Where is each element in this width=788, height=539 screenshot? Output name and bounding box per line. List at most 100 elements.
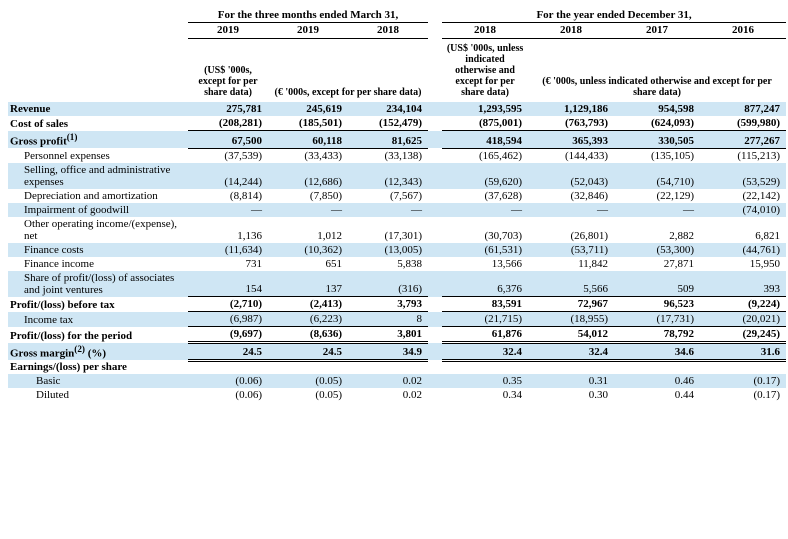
- cell-sga-1: (12,686): [268, 163, 348, 189]
- header-group-q: For the three months ended March 31,: [188, 8, 428, 23]
- label-ppd: Profit/(loss) for the period: [8, 327, 188, 343]
- cell-gp-0: 67,500: [188, 131, 268, 149]
- row-gp: Gross profit(1)67,50060,11881,625418,594…: [8, 131, 786, 149]
- cell-sga-0: (14,244): [188, 163, 268, 189]
- cell-eps-2: [348, 360, 428, 374]
- cell-impair-5: —: [614, 203, 700, 217]
- cell-basic-1: (0.05): [268, 374, 348, 388]
- cell-impair-4: —: [528, 203, 614, 217]
- cell-tax-1: (6,223): [268, 312, 348, 327]
- col-year-0: 2019: [188, 23, 268, 39]
- cell-gp-6: 277,267: [700, 131, 786, 149]
- row-diluted: Diluted(0.06)(0.05)0.020.340.300.44(0.17…: [8, 388, 786, 402]
- row-pers: Personnel expenses(37,539)(33,433)(33,13…: [8, 148, 786, 163]
- cell-diluted-6: (0.17): [700, 388, 786, 402]
- cell-da-4: (32,846): [528, 189, 614, 203]
- row-pbt: Profit/(loss) before tax(2,710)(2,413)3,…: [8, 297, 786, 312]
- cell-impair-2: —: [348, 203, 428, 217]
- cell-gm-4: 32.4: [528, 343, 614, 361]
- cell-da-5: (22,129): [614, 189, 700, 203]
- col-desc-4: (€ '000s, unless indicated otherwise and…: [528, 39, 786, 103]
- cell-impair-6: (74,010): [700, 203, 786, 217]
- cell-ooi-1: 1,012: [268, 217, 348, 243]
- cell-impair-0: —: [188, 203, 268, 217]
- cell-gm-6: 31.6: [700, 343, 786, 361]
- cell-gp-1: 60,118: [268, 131, 348, 149]
- cell-ooi-6: 6,821: [700, 217, 786, 243]
- cell-fc-6: (44,761): [700, 243, 786, 257]
- col-desc-3: (US$ '000s, unless indicated otherwise a…: [442, 39, 528, 103]
- label-gp: Gross profit(1): [8, 131, 188, 149]
- cell-fc-0: (11,634): [188, 243, 268, 257]
- row-ooi: Other operating income/(expense), net1,1…: [8, 217, 786, 243]
- cell-pbt-3: 83,591: [442, 297, 528, 312]
- row-fc: Finance costs(11,634)(10,362)(13,005)(61…: [8, 243, 786, 257]
- cell-diluted-3: 0.34: [442, 388, 528, 402]
- cell-sga-4: (52,043): [528, 163, 614, 189]
- cell-cos-6: (599,980): [700, 116, 786, 131]
- cell-pers-1: (33,433): [268, 148, 348, 163]
- cell-fc-3: (61,531): [442, 243, 528, 257]
- cell-sga-2: (12,343): [348, 163, 428, 189]
- cell-da-2: (7,567): [348, 189, 428, 203]
- cell-eps-1: [268, 360, 348, 374]
- label-cos: Cost of sales: [8, 116, 188, 131]
- cell-basic-5: 0.46: [614, 374, 700, 388]
- cell-da-6: (22,142): [700, 189, 786, 203]
- row-revenue: Revenue275,781245,619234,1041,293,5951,1…: [8, 102, 786, 116]
- cell-pbt-6: (9,224): [700, 297, 786, 312]
- cell-fc-1: (10,362): [268, 243, 348, 257]
- cell-tax-2: 8: [348, 312, 428, 327]
- cell-eps-4: [528, 360, 614, 374]
- label-fc: Finance costs: [8, 243, 188, 257]
- cell-diluted-4: 0.30: [528, 388, 614, 402]
- label-da: Depreciation and amortization: [8, 189, 188, 203]
- cell-tax-3: (21,715): [442, 312, 528, 327]
- cell-tax-6: (20,021): [700, 312, 786, 327]
- cell-pers-4: (144,433): [528, 148, 614, 163]
- cell-cos-5: (624,093): [614, 116, 700, 131]
- cell-jv-0: 154: [188, 271, 268, 297]
- cell-sga-5: (54,710): [614, 163, 700, 189]
- row-sga: Selling, office and administrative expen…: [8, 163, 786, 189]
- row-jv: Share of profit/(loss) of associates and…: [8, 271, 786, 297]
- cell-eps-0: [188, 360, 268, 374]
- label-tax: Income tax: [8, 312, 188, 327]
- cell-gm-5: 34.6: [614, 343, 700, 361]
- label-impair: Impairment of goodwill: [8, 203, 188, 217]
- label-revenue: Revenue: [8, 102, 188, 116]
- col-year-6: 2016: [700, 23, 786, 39]
- row-tax: Income tax(6,987)(6,223)8(21,715)(18,955…: [8, 312, 786, 327]
- cell-pers-2: (33,138): [348, 148, 428, 163]
- cell-diluted-2: 0.02: [348, 388, 428, 402]
- row-cos: Cost of sales(208,281)(185,501)(152,479)…: [8, 116, 786, 131]
- cell-ooi-4: (26,801): [528, 217, 614, 243]
- row-basic: Basic(0.06)(0.05)0.020.350.310.46(0.17): [8, 374, 786, 388]
- row-impair: Impairment of goodwill——————(74,010): [8, 203, 786, 217]
- cell-pers-0: (37,539): [188, 148, 268, 163]
- label-eps: Earnings/(loss) per share: [8, 360, 188, 374]
- cell-pbt-5: 96,523: [614, 297, 700, 312]
- cell-cos-0: (208,281): [188, 116, 268, 131]
- cell-tax-4: (18,955): [528, 312, 614, 327]
- cell-fi-0: 731: [188, 257, 268, 271]
- cell-eps-5: [614, 360, 700, 374]
- cell-sga-3: (59,620): [442, 163, 528, 189]
- header-group-y: For the year ended December 31,: [442, 8, 786, 23]
- row-fi: Finance income7316515,83813,56611,84227,…: [8, 257, 786, 271]
- cell-cos-2: (152,479): [348, 116, 428, 131]
- row-gm: Gross margin(2) (%)24.524.534.932.432.43…: [8, 343, 786, 361]
- cell-gm-1: 24.5: [268, 343, 348, 361]
- cell-fc-4: (53,711): [528, 243, 614, 257]
- cell-ppd-2: 3,801: [348, 327, 428, 343]
- cell-cos-3: (875,001): [442, 116, 528, 131]
- cell-gp-3: 418,594: [442, 131, 528, 149]
- cell-pbt-0: (2,710): [188, 297, 268, 312]
- label-ooi: Other operating income/(expense), net: [8, 217, 188, 243]
- cell-basic-2: 0.02: [348, 374, 428, 388]
- row-eps: Earnings/(loss) per share: [8, 360, 786, 374]
- cell-pers-5: (135,105): [614, 148, 700, 163]
- cell-fi-1: 651: [268, 257, 348, 271]
- cell-gm-2: 34.9: [348, 343, 428, 361]
- cell-ppd-0: (9,697): [188, 327, 268, 343]
